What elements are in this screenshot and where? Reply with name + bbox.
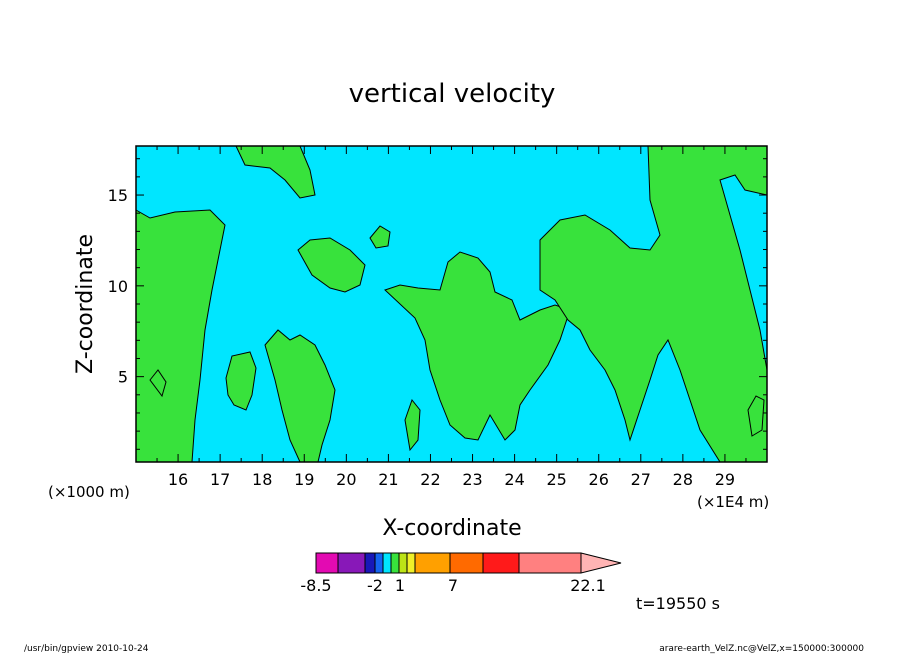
x-tick-label: 17 xyxy=(210,470,230,489)
plot-area: 16 17 18 19 20 21 22 23 24 25 26 27 28 29 5 10 15 xyxy=(108,145,768,489)
x-tick-label: 25 xyxy=(546,470,566,489)
time-label: t=19550 s xyxy=(636,594,720,613)
y-axis-ticks: 5 10 15 xyxy=(108,158,767,450)
x-tick-label: 22 xyxy=(420,470,440,489)
contour-fill-regions xyxy=(135,145,768,463)
contour-region xyxy=(384,251,571,441)
y-axis-label: Z-coordinate xyxy=(73,234,98,374)
x-tick-label: 19 xyxy=(294,470,314,489)
contour-region xyxy=(404,398,421,452)
colorbar-arrow xyxy=(580,552,622,574)
colorbar-tick-label: 7 xyxy=(448,576,458,595)
colorbar-segment xyxy=(390,552,400,574)
colorbar-segment xyxy=(414,552,451,574)
colorbar-segment xyxy=(315,552,339,574)
colorbar-tick-label: 22.1 xyxy=(570,576,606,595)
colorbar-tick-labels: -8.5 -2 1 7 22.1 xyxy=(300,576,605,595)
footer-right: arare-earth_VelZ.nc@VelZ,x=150000:300000 xyxy=(659,644,864,654)
x-tick-label: 16 xyxy=(168,470,188,489)
contour-region xyxy=(264,329,336,463)
x-tick-label: 20 xyxy=(336,470,356,489)
x-unit-label: (×1000 m) xyxy=(48,483,130,501)
contour-region xyxy=(149,369,167,398)
contour-region xyxy=(235,145,316,199)
x-tick-label: 27 xyxy=(631,470,651,489)
colorbar-tick-label: 1 xyxy=(395,576,405,595)
x-tick-label: 23 xyxy=(462,470,482,489)
x-tick-label: 21 xyxy=(378,470,398,489)
colorbar xyxy=(315,552,622,574)
contour-region xyxy=(369,225,391,249)
colorbar-segment xyxy=(518,552,582,574)
x-scale-label: (×1E4 m) xyxy=(697,493,769,511)
y-tick-label: 15 xyxy=(108,186,128,205)
x-tick-label: 26 xyxy=(589,470,609,489)
colorbar-segment xyxy=(364,552,376,574)
colorbar-segment xyxy=(482,552,520,574)
colorbar-segment xyxy=(406,552,416,574)
x-tick-label: 29 xyxy=(715,470,735,489)
x-axis-label: X-coordinate xyxy=(382,516,521,541)
x-axis-ticks: 16 17 18 19 20 21 22 23 24 25 26 27 28 29 xyxy=(156,146,747,489)
x-tick-label: 24 xyxy=(504,470,524,489)
colorbar-segment xyxy=(382,552,392,574)
colorbar-segment xyxy=(398,552,408,574)
contour-region xyxy=(747,395,765,437)
x-tick-label: 28 xyxy=(673,470,693,489)
colorbar-tick-label: -8.5 xyxy=(300,576,331,595)
y-tick-label: 5 xyxy=(118,368,128,387)
contour-region xyxy=(225,351,257,411)
colorbar-segment xyxy=(374,552,384,574)
chart-title: vertical velocity xyxy=(349,79,556,109)
footer-left: /usr/bin/gpview 2010-10-24 xyxy=(24,644,149,654)
colorbar-tick-label: -2 xyxy=(367,576,383,595)
contour-region xyxy=(297,237,366,293)
colorbar-segment xyxy=(337,552,366,574)
y-tick-label: 10 xyxy=(108,277,128,296)
x-tick-label: 18 xyxy=(252,470,272,489)
colorbar-segment xyxy=(449,552,484,574)
